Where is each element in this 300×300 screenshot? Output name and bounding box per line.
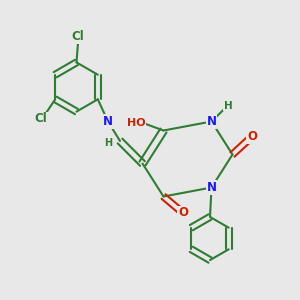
Text: Cl: Cl: [34, 112, 47, 125]
Text: N: N: [103, 115, 113, 128]
Text: N: N: [206, 181, 217, 194]
Text: O: O: [178, 206, 188, 220]
Text: H: H: [224, 101, 232, 111]
Text: H: H: [104, 137, 112, 148]
Text: HO: HO: [127, 118, 146, 128]
Text: N: N: [206, 115, 217, 128]
Text: Cl: Cl: [72, 30, 84, 44]
Text: O: O: [247, 130, 257, 143]
